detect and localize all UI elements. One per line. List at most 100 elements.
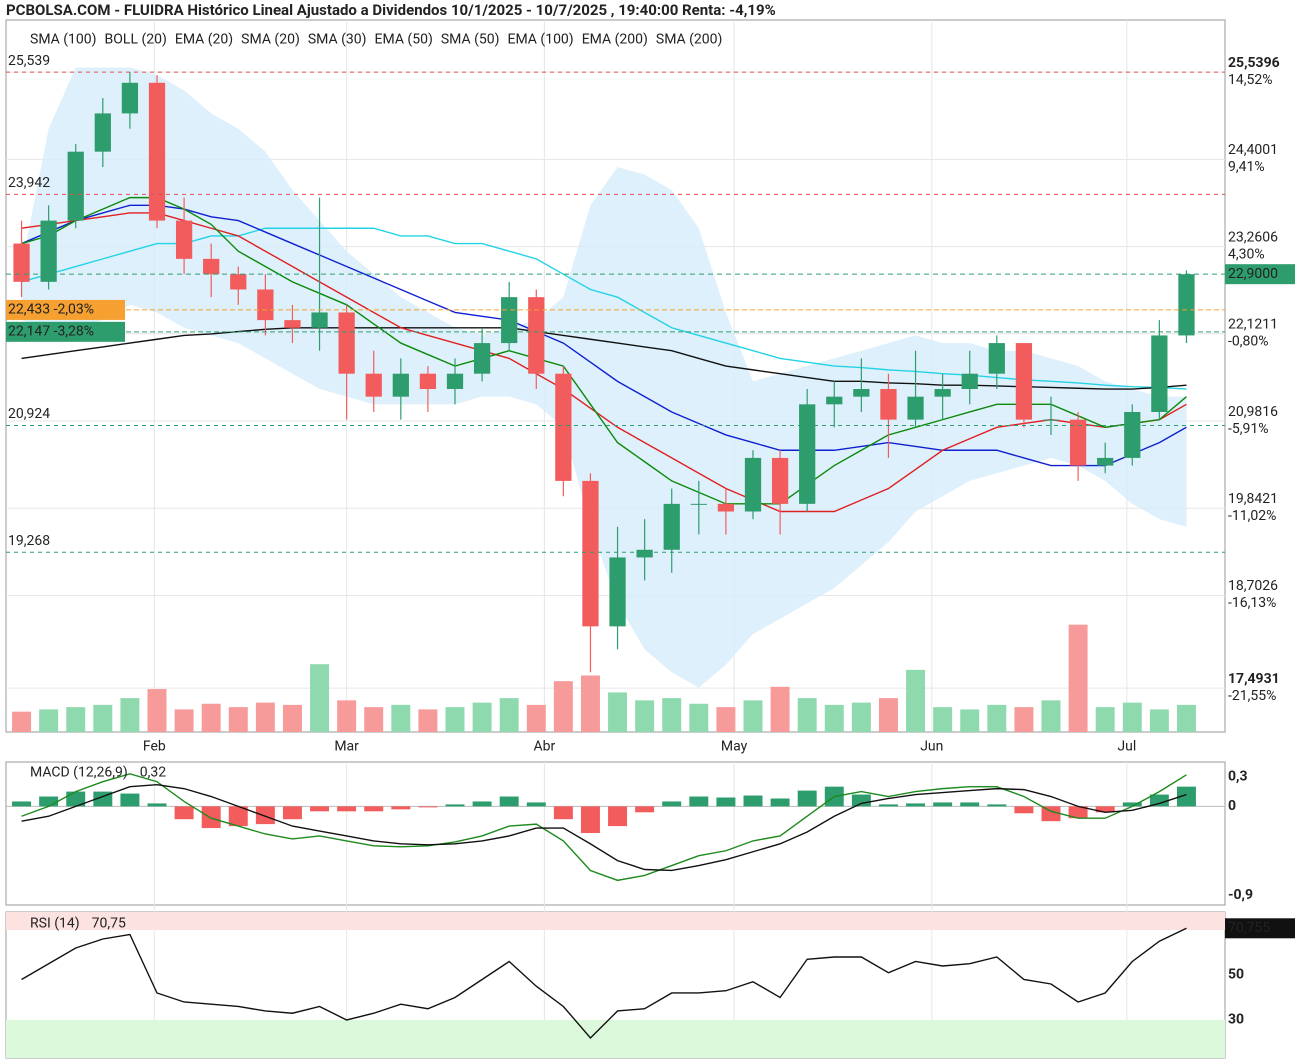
candle-body bbox=[1178, 274, 1195, 336]
legend-entry: SMA (200) bbox=[656, 32, 723, 48]
signal-line bbox=[21, 783, 1187, 872]
volume-bar bbox=[770, 686, 790, 732]
candle-body bbox=[799, 404, 816, 504]
candle-body bbox=[663, 503, 680, 550]
candle-body bbox=[257, 289, 274, 321]
volume-bar bbox=[445, 707, 465, 732]
volume-bar bbox=[824, 704, 844, 732]
candle-body bbox=[1015, 343, 1033, 420]
level-label: 19,268 bbox=[8, 533, 50, 549]
volume-bar bbox=[716, 707, 736, 732]
legend-entry: SMA (100) bbox=[30, 32, 97, 48]
volume-bar bbox=[960, 709, 980, 732]
y-tick-change: 14,52% bbox=[1228, 72, 1272, 88]
candle-body bbox=[230, 274, 247, 290]
volume-bar bbox=[66, 707, 86, 732]
y-tick-label: 19,8421 bbox=[1228, 491, 1278, 507]
candle-body bbox=[528, 297, 545, 374]
overbought-zone bbox=[6, 912, 1225, 930]
candle-body bbox=[203, 258, 220, 275]
legend-entry: BOLL (20) bbox=[105, 32, 167, 48]
x-tick-label: Feb bbox=[143, 739, 166, 755]
volume-bar bbox=[987, 704, 1007, 732]
volume-bar bbox=[282, 704, 302, 732]
histogram-bar bbox=[960, 802, 980, 807]
volume-bar bbox=[906, 669, 926, 732]
volume-bar bbox=[255, 702, 275, 732]
histogram-bar bbox=[689, 796, 709, 807]
volume-bar bbox=[499, 698, 519, 732]
candle-body bbox=[880, 389, 897, 420]
histogram-bar bbox=[580, 806, 600, 834]
panel-value: 70,75 bbox=[92, 916, 126, 932]
candle-body bbox=[1069, 419, 1087, 466]
candle-body bbox=[988, 343, 1005, 374]
candle-body bbox=[446, 373, 464, 390]
volume-bar bbox=[39, 709, 59, 732]
price-tag-label: 22,9000 bbox=[1228, 266, 1278, 282]
rsi-tag-label: 70,755 bbox=[1228, 920, 1270, 936]
histogram-bar bbox=[147, 803, 167, 807]
histogram-bar bbox=[716, 797, 736, 807]
candle-body bbox=[40, 220, 57, 282]
macd-panel bbox=[5, 761, 1226, 906]
histogram-bar bbox=[553, 806, 573, 820]
y-tick-change: 9,41% bbox=[1228, 159, 1265, 175]
volume-bar bbox=[472, 702, 492, 732]
candle-body bbox=[1097, 457, 1114, 466]
volume-bar bbox=[337, 700, 357, 732]
candle-body bbox=[717, 503, 735, 512]
candle-body bbox=[419, 373, 437, 390]
histogram-bar bbox=[608, 806, 628, 827]
y-tick-label: 50 bbox=[1228, 967, 1244, 983]
x-tick-label: Jul bbox=[1117, 739, 1136, 755]
volume-bar bbox=[743, 700, 763, 732]
histogram-bar bbox=[1068, 806, 1088, 819]
histogram-bar bbox=[933, 802, 953, 807]
histogram-bar bbox=[445, 804, 465, 807]
candle-body bbox=[744, 457, 762, 512]
candle-body bbox=[907, 396, 924, 420]
volume-bar bbox=[1176, 704, 1196, 732]
histogram-bar bbox=[337, 806, 357, 812]
y-tick-label: 17,4931 bbox=[1228, 671, 1280, 687]
histogram-bar bbox=[743, 795, 763, 807]
y-tick-label: 30 bbox=[1228, 1012, 1244, 1028]
volume-bar bbox=[120, 698, 140, 732]
histogram-bar bbox=[987, 804, 1007, 807]
volume-bar bbox=[553, 681, 573, 732]
histogram-bar bbox=[1122, 802, 1142, 807]
volume-bar bbox=[608, 692, 628, 732]
volume-bar bbox=[1149, 709, 1169, 732]
y-tick-label: 24,4001 bbox=[1228, 142, 1278, 158]
price-tag-box bbox=[6, 299, 125, 320]
candle-body bbox=[501, 297, 518, 344]
candle-body bbox=[1124, 411, 1141, 458]
x-tick-label: May bbox=[721, 739, 748, 755]
volume-bar bbox=[174, 709, 194, 732]
x-tick-label: Mar bbox=[334, 739, 359, 755]
candle-body bbox=[961, 373, 978, 390]
histogram-bar bbox=[499, 796, 519, 807]
bollinger-band bbox=[21, 67, 1187, 688]
y-tick-label: 23,2606 bbox=[1228, 229, 1278, 245]
volume-bar bbox=[1014, 707, 1034, 732]
y-tick-change: -16,13% bbox=[1228, 595, 1276, 611]
volume-bar bbox=[364, 707, 384, 732]
histogram-bar bbox=[1176, 786, 1196, 807]
x-tick-label: Jun bbox=[920, 739, 943, 755]
y-tick-change: -11,02% bbox=[1228, 508, 1276, 524]
legend-entry: SMA (20) bbox=[241, 32, 300, 48]
price-tag-box bbox=[6, 321, 125, 342]
volume-bar bbox=[1041, 700, 1061, 732]
candle-body bbox=[392, 373, 409, 397]
candle-body bbox=[690, 503, 707, 505]
candle-body bbox=[1042, 419, 1060, 421]
volume-bar bbox=[93, 704, 113, 732]
panel-title: MACD (12,26,9) bbox=[30, 765, 128, 781]
candle-body bbox=[473, 343, 491, 374]
candle-body bbox=[365, 373, 382, 397]
legend-entry: EMA (100) bbox=[508, 32, 574, 48]
histogram-bar bbox=[282, 806, 302, 820]
volume-bar bbox=[1068, 624, 1088, 732]
